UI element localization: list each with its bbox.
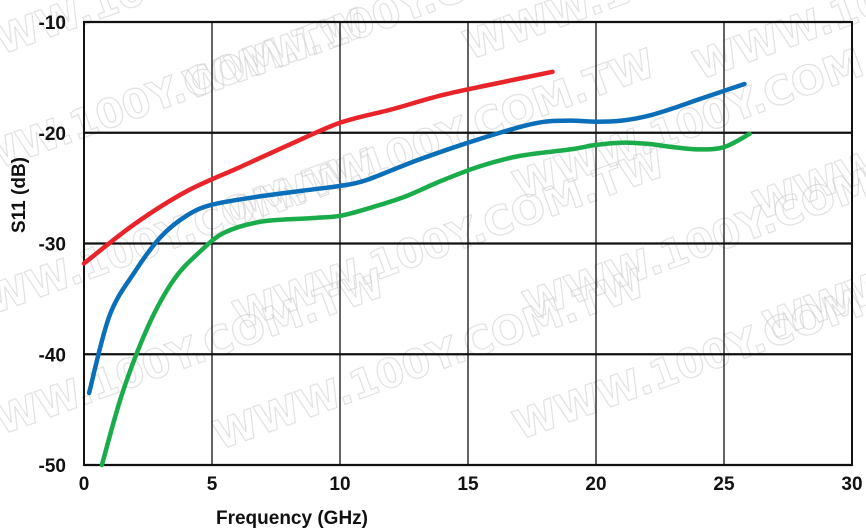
y-tick-label: -40 bbox=[39, 345, 66, 366]
y-tick-label: -10 bbox=[39, 13, 66, 34]
x-axis-title: Frequency (GHz) bbox=[216, 508, 368, 529]
plot-frame bbox=[83, 21, 853, 466]
y-axis-ticks: -10 -20 -30 -40 -50 bbox=[39, 13, 66, 477]
y-tick-label: -50 bbox=[39, 456, 66, 477]
series-line-1 bbox=[86, 81, 747, 396]
y-tick-label: -30 bbox=[39, 235, 66, 256]
series-layer bbox=[81, 69, 752, 468]
x-tick-label: 30 bbox=[841, 474, 862, 495]
x-tick-label: 5 bbox=[207, 474, 218, 495]
x-axis-ticks: 0 5 10 15 20 25 30 bbox=[79, 474, 863, 495]
x-tick-label: 25 bbox=[713, 474, 735, 495]
y-tick-label: -20 bbox=[39, 124, 66, 145]
x-tick-label: 10 bbox=[329, 474, 350, 495]
y-axis-title: S11 (dB) bbox=[9, 157, 30, 233]
x-tick-label: 0 bbox=[79, 474, 90, 495]
series-line-2 bbox=[99, 131, 752, 468]
x-tick-label: 15 bbox=[457, 474, 479, 495]
x-tick-label: 20 bbox=[585, 474, 606, 495]
series-line-0 bbox=[81, 69, 555, 266]
